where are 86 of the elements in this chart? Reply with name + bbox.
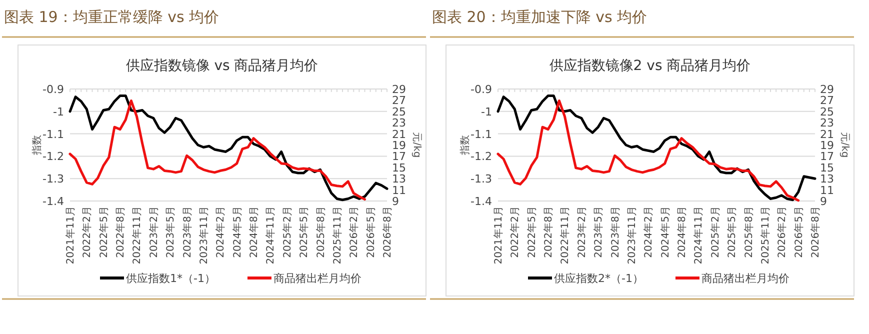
- x-tick-label: 2024年2月: [642, 206, 655, 258]
- y2-tick-label: 21: [392, 128, 406, 141]
- y2-tick-label: 9: [392, 195, 399, 208]
- legend-label: 商品猪出栏月均价: [273, 272, 362, 285]
- chart-subtitle: 供应指数镜像2 vs 商品猪月均价: [549, 58, 751, 74]
- y-tick-label: -1: [481, 105, 492, 118]
- x-tick-label: 2022年8月: [114, 206, 127, 258]
- x-tick-label: 2024年8月: [676, 206, 688, 258]
- y2-tick-label: 29: [392, 83, 406, 96]
- y2-axis-title: 元/kg: [839, 132, 850, 158]
- y2-axis-title: 元/kg: [411, 132, 422, 158]
- x-tick-label: 2026年8月: [810, 206, 822, 258]
- y-tick-label: -1.2: [42, 150, 64, 164]
- y2-tick-label: 23: [820, 116, 834, 130]
- y2-tick-label: 27: [392, 94, 406, 108]
- chart-title: 图表 20：均重加速下降 vs 均价: [432, 8, 648, 26]
- x-tick-label: 2024年5月: [231, 206, 244, 258]
- x-tick-label: 2023年8月: [609, 206, 622, 258]
- chart-title: 图表 19：均重正常缓降 vs 均价: [4, 8, 220, 26]
- x-tick-label: 2023年2月: [576, 206, 588, 258]
- x-tick-label: 2025年2月: [709, 206, 722, 258]
- y2-tick-label: 11: [820, 184, 834, 197]
- x-tick-label: 2026年2月: [776, 206, 788, 258]
- x-tick-label: 2022年11月: [559, 206, 572, 264]
- y-tick-label: -1: [53, 105, 64, 118]
- x-tick-label: 2025年8月: [314, 206, 327, 258]
- y2-tick-label: 29: [820, 83, 834, 96]
- y2-tick-label: 19: [820, 139, 834, 152]
- x-tick-label: 2023年5月: [164, 206, 177, 258]
- y-axis-title: 指数: [31, 135, 43, 156]
- x-tick-label: 2022年2月: [509, 206, 522, 258]
- x-tick-label: 2021年11月: [492, 206, 504, 264]
- y2-tick-label: 21: [820, 128, 834, 141]
- x-tick-label: 2026年5月: [792, 206, 805, 258]
- y2-tick-label: 15: [392, 161, 406, 174]
- x-tick-label: 2025年5月: [726, 206, 738, 258]
- x-tick-label: 2023年11月: [626, 206, 638, 264]
- x-tick-label: 2023年11月: [198, 206, 210, 264]
- y2-tick-label: 27: [820, 94, 834, 108]
- x-tick-label: 2025年2月: [281, 206, 294, 258]
- x-tick-label: 2025年8月: [742, 206, 755, 258]
- y2-tick-label: 25: [392, 105, 406, 118]
- legend-label: 商品猪出栏月均价: [701, 272, 790, 285]
- legend-label: 供应指数1*（-1）: [126, 272, 216, 285]
- y-tick-label: -1.3: [42, 172, 64, 186]
- x-tick-label: 2025年5月: [298, 206, 310, 258]
- x-tick-label: 2025年11月: [759, 206, 772, 264]
- x-tick-label: 2024年2月: [214, 206, 227, 258]
- y2-tick-label: 17: [392, 150, 406, 164]
- y2-tick-label: 9: [820, 195, 827, 208]
- x-tick-label: 2022年2月: [81, 206, 94, 258]
- x-tick-label: 2022年5月: [526, 206, 538, 258]
- y-tick-label: -1.3: [470, 172, 492, 186]
- x-tick-label: 2023年5月: [592, 206, 605, 258]
- y-axis-title: 指数: [459, 135, 471, 156]
- y-tick-label: -0.9: [42, 83, 64, 96]
- y-tick-label: -1.4: [42, 195, 64, 208]
- y-tick-label: -1.2: [470, 150, 492, 164]
- y-tick-label: -1.1: [470, 128, 492, 141]
- x-tick-label: 2024年5月: [659, 206, 672, 258]
- y2-tick-label: 25: [820, 105, 834, 118]
- y-tick-label: -0.9: [470, 83, 492, 96]
- y-tick-label: -1.1: [42, 128, 64, 141]
- y-tick-label: -1.4: [470, 195, 492, 208]
- x-tick-label: 2022年8月: [542, 206, 555, 258]
- x-tick-label: 2026年2月: [348, 206, 360, 258]
- x-tick-label: 2022年11月: [131, 206, 144, 264]
- x-tick-label: 2021年11月: [64, 206, 76, 264]
- y2-tick-label: 13: [392, 172, 406, 186]
- y2-tick-label: 13: [820, 172, 834, 186]
- legend-label: 供应指数2*（-1）: [554, 272, 644, 285]
- x-tick-label: 2024年8月: [248, 206, 260, 258]
- y2-tick-label: 19: [392, 139, 406, 152]
- y2-tick-label: 17: [820, 150, 834, 164]
- y2-tick-label: 11: [392, 184, 406, 197]
- x-tick-label: 2026年8月: [382, 206, 394, 258]
- x-tick-label: 2022年5月: [98, 206, 110, 258]
- y2-tick-label: 23: [392, 116, 406, 130]
- x-tick-label: 2024年11月: [264, 206, 277, 264]
- x-tick-label: 2026年5月: [364, 206, 377, 258]
- x-tick-label: 2024年11月: [692, 206, 705, 264]
- x-tick-label: 2023年8月: [181, 206, 194, 258]
- chart-subtitle: 供应指数镜像 vs 商品猪月均价: [126, 58, 318, 74]
- y2-tick-label: 15: [820, 161, 834, 174]
- x-tick-label: 2025年11月: [331, 206, 344, 264]
- x-tick-label: 2023年2月: [148, 206, 160, 258]
